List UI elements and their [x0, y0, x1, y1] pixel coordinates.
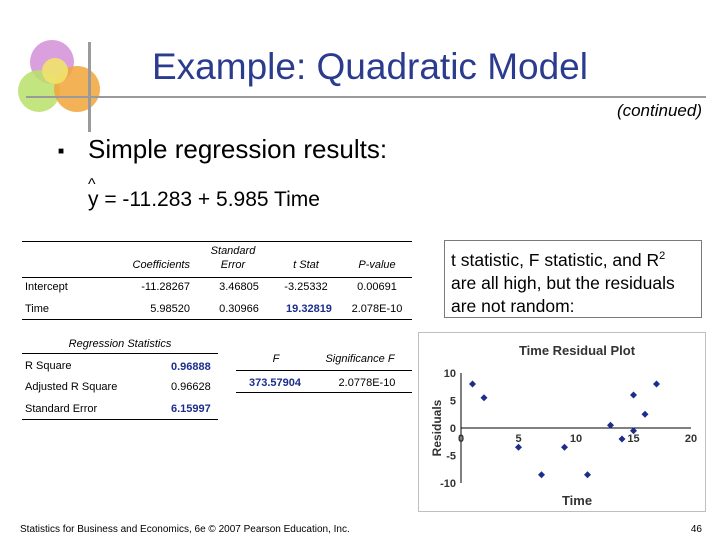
continued-label: (continued): [616, 101, 702, 120]
x-tick-label: 10: [570, 433, 582, 445]
reg-stats-header: Regression Statistics: [68, 338, 172, 350]
y-axis-label: Residuals: [430, 399, 444, 456]
reg-stat-label: Adjusted R Square: [25, 381, 118, 393]
data-point: [515, 443, 522, 451]
header-t-stat: t Stat: [293, 259, 319, 271]
title-vertical-rule: [88, 42, 91, 132]
r-square-value: 0.96888: [171, 361, 211, 373]
significance-f-value: 2.0778E-10: [338, 377, 396, 389]
data-point: [561, 443, 568, 451]
data-point: [469, 380, 476, 388]
data-point: [630, 427, 637, 435]
reg-stat-label: Standard Error: [25, 403, 98, 415]
cell-time-t: 19.32819: [286, 303, 332, 315]
y-tick-label: -10: [440, 478, 456, 490]
data-point: [641, 410, 649, 418]
data-point: [618, 435, 626, 443]
header-significance-f: Significance F: [325, 353, 395, 365]
bullet-square-icon: ■: [58, 146, 65, 157]
data-point: [630, 391, 637, 399]
table-rule: [22, 319, 412, 320]
cell-intercept-t: -3.25332: [284, 281, 328, 293]
y-tick-label: 5: [450, 396, 456, 408]
cell-time-se: 0.30966: [219, 303, 259, 315]
cell-time-coef: 5.98520: [150, 303, 190, 315]
table-rule: [236, 392, 412, 393]
bullet-text: Simple regression results:: [88, 134, 388, 164]
table-rule: [22, 419, 218, 420]
y-tick-label: -5: [446, 451, 456, 463]
x-tick-label: 0: [458, 433, 464, 445]
page-number: 46: [690, 524, 702, 535]
decorative-logo: [18, 40, 108, 120]
data-point: [653, 380, 660, 388]
standard-error-value: 6.15997: [171, 403, 211, 415]
x-tick-label: 5: [515, 433, 521, 445]
table-rule: [22, 241, 412, 242]
regression-equation: y = -11.283 + 5.985 Time: [88, 188, 320, 211]
header-coefficients: Coefficients: [132, 259, 190, 271]
f-value: 373.57904: [249, 377, 301, 389]
cell-time-p: 2.078E-10: [351, 303, 403, 315]
data-point: [538, 471, 545, 479]
table-rule: [22, 277, 412, 278]
header-p-value: P-value: [358, 259, 396, 271]
footer-text: Statistics for Business and Economics, 6…: [20, 524, 350, 535]
y-tick-label: 10: [444, 368, 456, 380]
x-axis-label: Time: [562, 493, 592, 508]
data-point: [607, 421, 614, 429]
callout-text-2: are all high, but the residuals are not …: [451, 272, 675, 316]
title-horizontal-rule: [26, 96, 706, 98]
data-point: [584, 471, 591, 479]
slide-title: Example: Quadratic Model: [152, 46, 588, 87]
header-standard-error: Standard Error: [210, 245, 256, 271]
table-rule: [22, 353, 218, 354]
y-tick-label: 0: [450, 423, 456, 435]
table-rule: [236, 370, 412, 371]
cell-intercept-p: 0.00691: [357, 281, 397, 293]
x-tick-label: 15: [627, 433, 639, 445]
residual-plot: Time Residual Plot 10 5 0 -5 -10 0 5 10 15 20 Time R…: [418, 332, 706, 512]
x-tick-label: 20: [685, 433, 697, 445]
row-label-intercept: Intercept: [25, 281, 68, 293]
callout-text-1: t statistic, F statistic, and R: [451, 249, 660, 270]
header-f: F: [272, 353, 280, 365]
chart-title: Time Residual Plot: [519, 343, 636, 358]
data-point: [480, 394, 488, 402]
adj-r-square-value: 0.96628: [171, 381, 211, 393]
callout-box: t statistic, F statistic, and R2 are all…: [444, 240, 702, 318]
cell-intercept-coef: -11.28267: [141, 281, 190, 293]
row-label-time: Time: [25, 303, 50, 315]
yellow-circle: [42, 58, 68, 84]
cell-intercept-se: 3.46805: [219, 281, 259, 293]
callout-superscript: 2: [659, 250, 666, 262]
equation-hat: ^: [88, 176, 96, 193]
reg-stat-label: R Square: [25, 360, 72, 372]
